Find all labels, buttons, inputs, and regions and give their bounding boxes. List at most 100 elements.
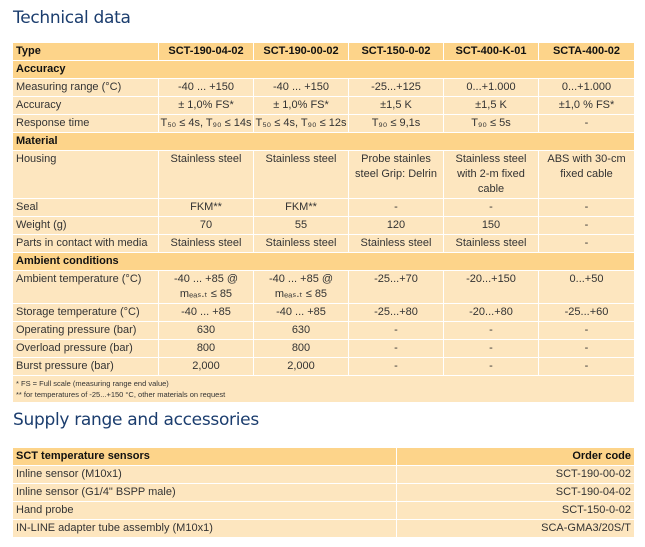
value-cell: -25...+125 [348,78,444,97]
row-label: Storage temperature (°C) [12,303,159,322]
product-name: Inline sensor (M10x1) [12,465,397,484]
row-label: Ambient temperature (°C) [12,270,159,304]
technical-data-title: Technical data [13,8,131,28]
value-cell: -25...+60 [538,303,635,322]
row-label: Response time [12,114,159,133]
value-cell: - [443,339,539,358]
value-cell: -20...+80 [443,303,539,322]
value-cell: 2,000 [253,357,349,376]
section-header-row: Material [12,132,635,151]
value-cell: -40 ... +85 @ mₑₐₛ.ₜ ≤ 85 [158,270,254,304]
value-cell: 2,000 [158,357,254,376]
row-label: Operating pressure (bar) [12,321,159,340]
supply-range-title: Supply range and accessories [13,410,259,430]
value-cell: -40 ... +85 [253,303,349,322]
row-label: Overload pressure (bar) [12,339,159,358]
order-code: SCT-190-00-02 [396,465,635,484]
section-title: Accuracy [12,60,635,79]
section-header-row: Accuracy [12,60,635,79]
column-header: SCTA-400-02 [538,42,635,61]
value-cell: -20...+150 [443,270,539,304]
technical-data-table: Type SCT-190-04-02 SCT-190-00-02 SCT-150-0-… [12,42,635,403]
row-label: Housing [12,150,159,199]
table-row: Storage temperature (°C) -40 ... +85 -40 .… [12,303,635,322]
value-cell: Stainless steel [443,234,539,253]
value-cell: - [348,198,444,217]
order-code: SCT-190-04-02 [396,483,635,502]
column-header: SCT-190-04-02 [158,42,254,61]
table-row: Response time T₅₀ ≤ 4s, T₉₀ ≤ 14s T₅₀ ≤ 4s… [12,114,635,133]
table-row: Inline sensor (G1/4" BSPP male) SCT-190-0… [12,483,635,502]
value-cell: -40 ... +150 [253,78,349,97]
value-cell: - [538,114,635,133]
value-cell: ±1,5 K [443,96,539,115]
value-cell: ±1,0 % FS* [538,96,635,115]
table-header-row: SCT temperature sensors Order code [12,447,635,466]
value-cell: - [348,321,444,340]
value-cell: - [538,198,635,217]
section-title: Ambient conditions [12,252,635,271]
table-row: Burst pressure (bar) 2,000 2,000- - - [12,357,635,376]
value-cell: 120 [348,216,444,235]
value-cell: Stainless steel [253,150,349,199]
value-cell: - [443,321,539,340]
value-cell: -40 ... +85 [158,303,254,322]
value-cell: -25...+80 [348,303,444,322]
table-row: Measuring range (°C) -40 ... +150 -40 ... … [12,78,635,97]
row-label: Measuring range (°C) [12,78,159,97]
type-header: Type [12,42,159,61]
value-cell: T₅₀ ≤ 4s, T₉₀ ≤ 12s [253,114,349,133]
value-cell: - [538,357,635,376]
value-cell: -40 ... +150 [158,78,254,97]
row-label: Seal [12,198,159,217]
value-cell: - [348,339,444,358]
value-cell: Stainless steel [158,150,254,199]
table-row: Parts in contact with media Stainless ste… [12,234,635,253]
order-code: SCA-GMA3/20S/T [396,519,635,538]
value-cell: FKM** [253,198,349,217]
footnote: ** for temperatures of -25...+150 °C, ot… [16,390,226,399]
value-cell: 630 [158,321,254,340]
table-header-row: Type SCT-190-04-02 SCT-190-00-02 SCT-150-0-… [12,42,635,61]
value-cell: T₉₀ ≤ 9,1s [348,114,444,133]
column-header: SCT-400-K-01 [443,42,539,61]
value-cell: 55 [253,216,349,235]
value-cell: - [348,357,444,376]
value-cell: 800 [253,339,349,358]
row-label: Accuracy [12,96,159,115]
value-cell: - [443,357,539,376]
value-cell: Probe stainles steel Grip: Delrin [348,150,444,199]
section-header-row: Ambient conditions [12,252,635,271]
order-code-header: Order code [396,447,635,466]
row-label: Parts in contact with media [12,234,159,253]
value-cell: T₉₀ ≤ 5s [443,114,539,133]
value-cell: 0...+1.000 [538,78,635,97]
product-name: IN-LINE adapter tube assembly (M10x1) [12,519,397,538]
row-label: Weight (g) [12,216,159,235]
table-row: IN-LINE adapter tube assembly (M10x1) SCA… [12,519,635,538]
table-row: Accuracy ± 1,0% FS* ± 1,0% FS* ±1,5 K ±1,5 K… [12,96,635,115]
product-name: Inline sensor (G1/4" BSPP male) [12,483,397,502]
value-cell: 0...+1.000 [443,78,539,97]
value-cell: 800 [158,339,254,358]
table-row: Weight (g) 70 55 120 150- [12,216,635,235]
value-cell: ABS with 30-cm fixed cable [538,150,635,199]
value-cell: ±1,5 K [348,96,444,115]
value-cell: - [443,198,539,217]
value-cell: Stainless steel [158,234,254,253]
sensor-header: SCT temperature sensors [12,447,397,466]
value-cell: 150 [443,216,539,235]
row-label: Burst pressure (bar) [12,357,159,376]
table-row: Hand probe SCT-150-0-02 [12,501,635,520]
value-cell: 70 [158,216,254,235]
value-cell: ± 1,0% FS* [158,96,254,115]
value-cell: -40 ... +85 @ mₑₐₛ.ₜ ≤ 85 [253,270,349,304]
section-title: Material [12,132,635,151]
value-cell: Stainless steel [253,234,349,253]
value-cell: T₅₀ ≤ 4s, T₉₀ ≤ 14s [158,114,254,133]
product-name: Hand probe [12,501,397,520]
footnotes: * FS = Full scale (measuring range end v… [12,375,635,403]
value-cell: - [538,339,635,358]
value-cell: 0...+50 [538,270,635,304]
value-cell: Stainless steel with 2-m fixed cable [443,150,539,199]
